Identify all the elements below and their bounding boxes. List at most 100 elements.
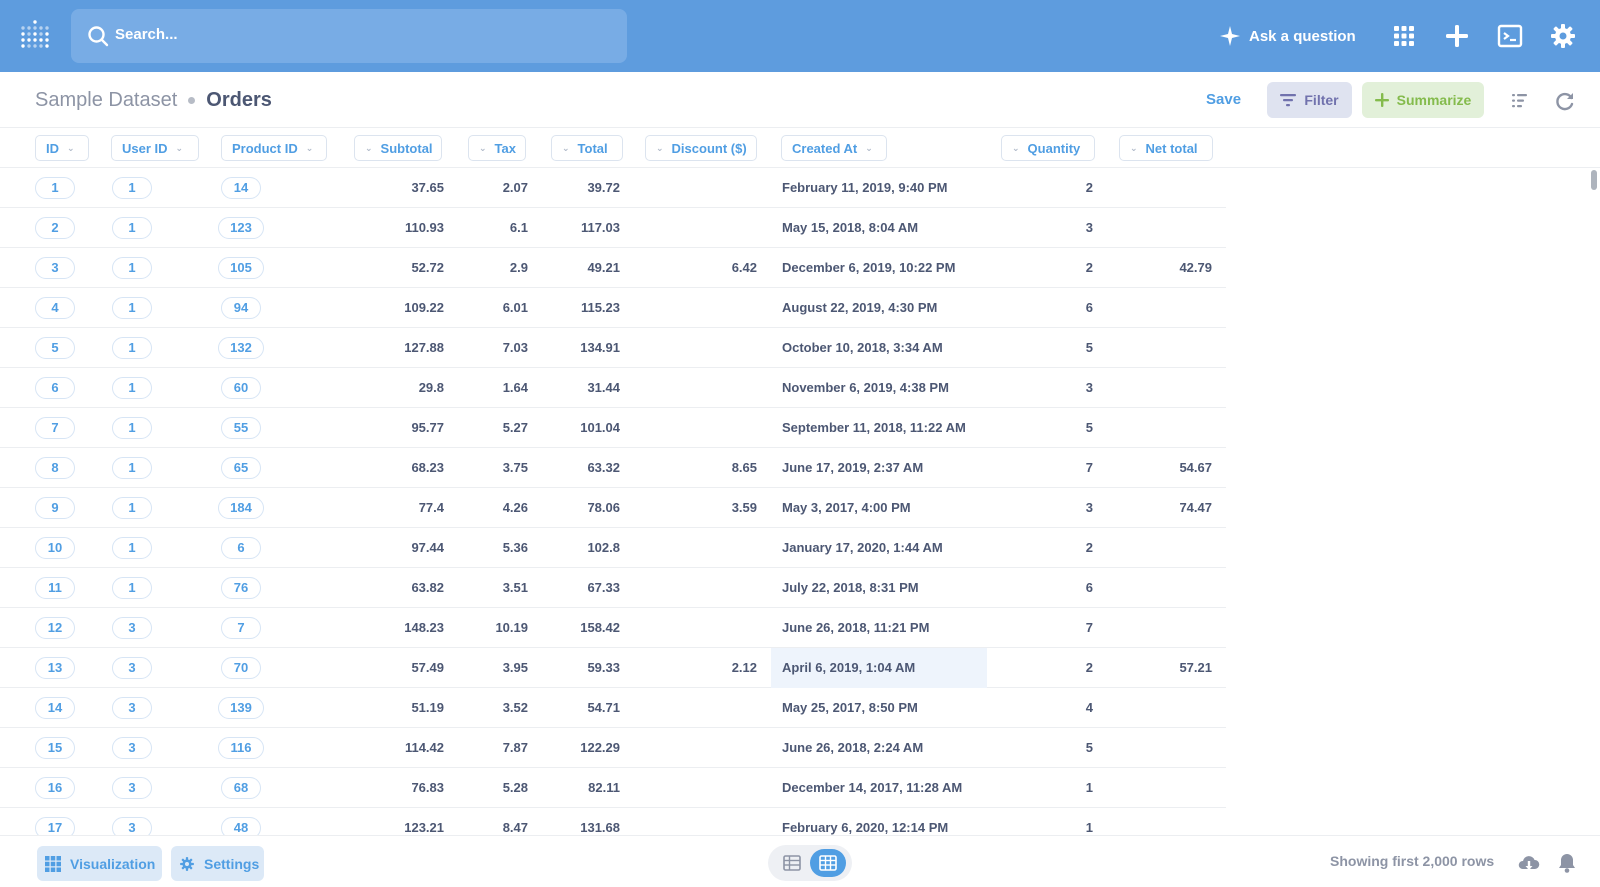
col-discount-cell[interactable] xyxy=(657,568,757,608)
col-subtotal-cell[interactable]: 68.23 xyxy=(411,460,444,475)
col-total-cell[interactable]: 49.21 xyxy=(587,260,620,275)
col-id-cell[interactable]: 16 xyxy=(35,777,75,799)
col-id-cell[interactable]: 17 xyxy=(35,817,75,835)
col-id-cell[interactable]: 7 xyxy=(35,417,75,439)
grid-view-option[interactable] xyxy=(810,849,846,877)
col-subtotal-cell[interactable]: 29.8 xyxy=(418,380,444,395)
col-product-id-header[interactable]: Product ID ⌄ xyxy=(221,135,327,161)
col-total-cell[interactable]: 59.33 xyxy=(587,660,620,675)
col-user-id-header[interactable]: User ID ⌄ xyxy=(111,135,199,161)
col-net-total-cell[interactable] xyxy=(1112,208,1212,248)
metabase-logo-icon[interactable] xyxy=(20,20,50,52)
col-net-total-cell[interactable] xyxy=(1112,328,1212,368)
col-subtotal-cell[interactable]: 52.72 xyxy=(411,260,444,275)
table-view-option[interactable] xyxy=(774,849,810,877)
col-subtotal-cell[interactable]: 97.44 xyxy=(411,540,444,555)
col-created-at-cell[interactable]: September 11, 2018, 11:22 AM xyxy=(782,420,966,435)
col-discount-cell[interactable] xyxy=(657,688,757,728)
col-created-at-cell[interactable]: June 26, 2018, 2:24 AM xyxy=(782,740,924,755)
col-product-id-cell[interactable]: 76 xyxy=(221,577,261,599)
col-total-cell[interactable]: 82.11 xyxy=(588,780,620,795)
col-tax-cell[interactable]: 6.01 xyxy=(502,300,528,315)
col-discount-cell[interactable] xyxy=(657,408,757,448)
col-total-cell[interactable]: 117.03 xyxy=(580,220,620,235)
col-product-id-cell[interactable]: 132 xyxy=(218,337,264,359)
col-product-id-cell[interactable]: 60 xyxy=(221,377,261,399)
col-quantity-cell[interactable]: 5 xyxy=(1085,420,1093,435)
breadcrumb-table[interactable]: Orders xyxy=(206,89,272,111)
col-total-cell[interactable]: 39.72 xyxy=(587,180,620,195)
col-product-id-cell[interactable]: 105 xyxy=(218,257,264,279)
col-quantity-cell[interactable]: 6 xyxy=(1085,580,1093,595)
col-subtotal-cell[interactable]: 127.88 xyxy=(404,340,444,355)
col-product-id-cell[interactable]: 139 xyxy=(218,697,264,719)
gear-icon[interactable] xyxy=(1549,22,1577,50)
col-quantity-cell[interactable]: 5 xyxy=(1085,740,1093,755)
col-id-cell[interactable]: 12 xyxy=(35,617,75,639)
col-created-at-cell[interactable]: December 6, 2019, 10:22 PM xyxy=(782,260,956,275)
col-product-id-cell[interactable]: 184 xyxy=(218,497,264,519)
search-bar[interactable]: Search... xyxy=(71,9,627,63)
col-net-total-cell[interactable]: 74.47 xyxy=(1179,500,1212,515)
col-user-id-cell[interactable]: 3 xyxy=(112,617,152,639)
col-subtotal-cell[interactable]: 63.82 xyxy=(411,580,444,595)
col-product-id-cell[interactable]: 48 xyxy=(221,817,261,835)
col-quantity-cell[interactable]: 2 xyxy=(1085,660,1093,675)
col-subtotal-cell[interactable]: 77.4 xyxy=(418,500,444,515)
col-total-cell[interactable]: 67.33 xyxy=(587,580,620,595)
col-id-cell[interactable]: 10 xyxy=(35,537,75,559)
col-tax-cell[interactable]: 2.07 xyxy=(502,180,528,195)
col-tax-cell[interactable]: 5.36 xyxy=(502,540,528,555)
col-tax-cell[interactable]: 7.03 xyxy=(502,340,528,355)
col-net-total-cell[interactable] xyxy=(1112,608,1212,648)
col-product-id-cell[interactable]: 55 xyxy=(221,417,261,439)
col-tax-cell[interactable]: 3.51 xyxy=(502,580,528,595)
col-total-cell[interactable]: 134.91 xyxy=(580,340,620,355)
col-total-cell[interactable]: 115.23 xyxy=(580,300,620,315)
col-subtotal-cell[interactable]: 95.77 xyxy=(411,420,444,435)
col-discount-cell[interactable] xyxy=(657,168,757,208)
col-product-id-cell[interactable]: 94 xyxy=(221,297,261,319)
sql-editor-icon[interactable] xyxy=(1496,22,1524,50)
col-tax-header[interactable]: ⌄ Tax xyxy=(468,135,526,161)
col-created-at-cell[interactable]: May 25, 2017, 8:50 PM xyxy=(782,700,918,715)
col-tax-cell[interactable]: 5.28 xyxy=(502,780,528,795)
col-subtotal-cell[interactable]: 76.83 xyxy=(411,780,444,795)
col-created-at-cell[interactable]: November 6, 2019, 4:38 PM xyxy=(782,380,949,395)
col-net-total-cell[interactable] xyxy=(1112,368,1212,408)
col-quantity-cell[interactable]: 5 xyxy=(1085,340,1093,355)
col-product-id-cell[interactable]: 14 xyxy=(221,177,261,199)
col-net-total-cell[interactable] xyxy=(1112,568,1212,608)
col-id-cell[interactable]: 14 xyxy=(35,697,75,719)
col-user-id-cell[interactable]: 1 xyxy=(112,377,152,399)
col-created-at-cell[interactable]: May 15, 2018, 8:04 AM xyxy=(782,220,919,235)
col-user-id-cell[interactable]: 1 xyxy=(112,297,152,319)
col-total-cell[interactable]: 78.06 xyxy=(587,500,620,515)
col-tax-cell[interactable]: 2.9 xyxy=(509,260,528,275)
col-net-total-cell[interactable]: 54.67 xyxy=(1179,460,1212,475)
breadcrumb-dataset[interactable]: Sample Dataset xyxy=(35,89,178,111)
col-quantity-cell[interactable]: 3 xyxy=(1085,220,1093,235)
col-created-at-cell[interactable]: October 10, 2018, 3:34 AM xyxy=(782,340,943,355)
col-user-id-cell[interactable]: 3 xyxy=(112,777,152,799)
col-total-cell[interactable]: 101.04 xyxy=(580,420,620,435)
col-subtotal-cell[interactable]: 123.21 xyxy=(404,820,444,835)
col-net-total-cell[interactable] xyxy=(1112,528,1212,568)
summarize-button[interactable]: Summarize xyxy=(1362,82,1484,118)
col-created-at-header[interactable]: Created At ⌄ xyxy=(781,135,887,161)
col-tax-cell[interactable]: 3.52 xyxy=(502,700,528,715)
col-created-at-cell[interactable]: June 26, 2018, 11:21 PM xyxy=(782,620,930,635)
col-net-total-cell[interactable] xyxy=(1112,688,1212,728)
col-tax-cell[interactable]: 1.64 xyxy=(502,380,528,395)
col-total-cell[interactable]: 102.8 xyxy=(587,540,620,555)
col-product-id-cell[interactable]: 65 xyxy=(221,457,261,479)
col-quantity-cell[interactable]: 3 xyxy=(1085,380,1093,395)
col-id-cell[interactable]: 1 xyxy=(35,177,75,199)
col-subtotal-cell[interactable]: 51.19 xyxy=(411,700,444,715)
col-created-at-cell[interactable]: April 6, 2019, 1:04 AM xyxy=(771,648,987,688)
col-subtotal-cell[interactable]: 110.93 xyxy=(404,220,444,235)
col-discount-cell[interactable] xyxy=(657,288,757,328)
col-discount-cell[interactable]: 6.42 xyxy=(731,260,757,275)
col-user-id-cell[interactable]: 1 xyxy=(112,337,152,359)
filter-button[interactable]: Filter xyxy=(1267,82,1352,118)
